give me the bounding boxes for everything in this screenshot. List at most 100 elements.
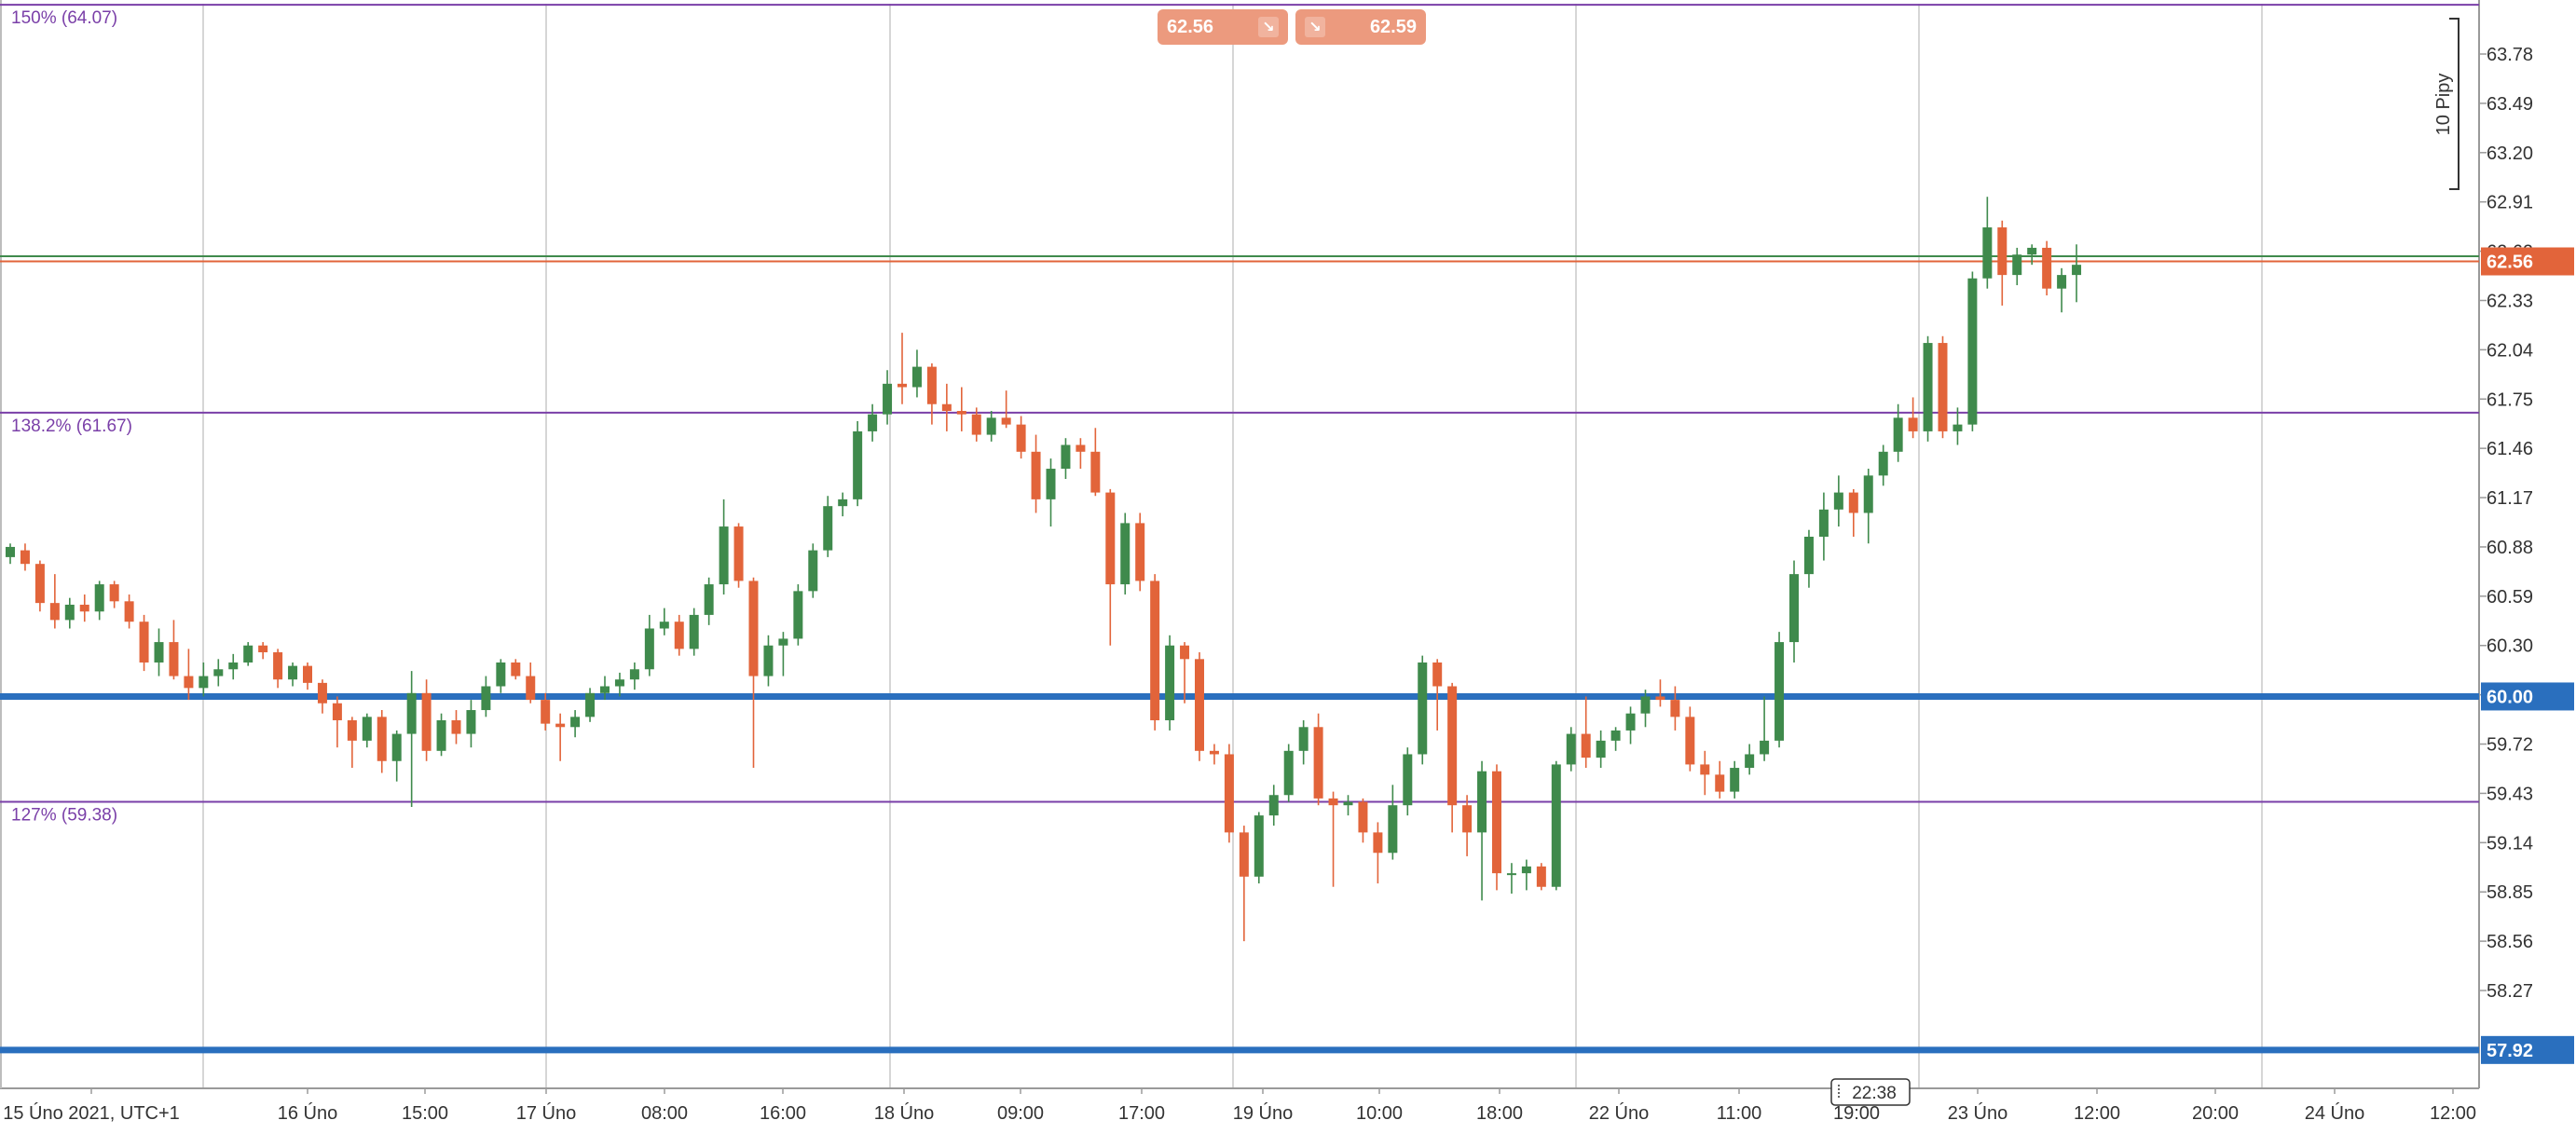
candle[interactable] [391,730,402,782]
candle[interactable] [258,642,268,660]
candle[interactable] [332,696,342,748]
candle[interactable] [1774,632,1785,748]
candle[interactable] [1388,785,1398,860]
candle[interactable] [1818,492,1829,561]
candle[interactable] [1105,488,1116,646]
candle[interactable] [20,543,30,571]
candle[interactable] [1343,795,1353,816]
candle[interactable] [793,584,803,646]
candle[interactable] [733,523,744,588]
candle[interactable] [1803,529,1814,588]
candle[interactable] [1685,706,1695,772]
candle[interactable] [154,628,164,676]
candle[interactable] [1135,512,1145,592]
bid-price-box[interactable]: 62.56 ↘ [1158,9,1288,45]
candle[interactable] [1239,826,1249,942]
candle[interactable] [1730,760,1740,799]
candle[interactable] [2042,240,2052,296]
candle[interactable] [883,370,893,425]
candle[interactable] [362,713,372,748]
candle[interactable] [1536,863,1546,891]
candle[interactable] [674,614,684,656]
candle[interactable] [1046,458,1056,527]
candle[interactable] [406,671,417,808]
candle[interactable] [1893,403,1903,462]
candle[interactable] [436,713,446,757]
candle[interactable] [1313,713,1323,806]
candle[interactable] [719,499,729,595]
candle[interactable] [2027,244,2037,266]
candle[interactable] [1418,655,1428,765]
candle[interactable] [1477,760,1487,901]
candle[interactable] [49,574,60,629]
candle[interactable] [1492,764,1501,891]
candle[interactable] [1165,635,1175,731]
candle[interactable] [1640,690,1651,728]
candle[interactable] [897,333,907,404]
candle[interactable] [1268,785,1279,827]
candle[interactable] [421,679,432,761]
candle[interactable] [614,672,624,697]
candle[interactable] [1908,397,1918,439]
candle[interactable] [228,653,239,680]
candle[interactable] [303,662,312,690]
candle[interactable] [317,679,327,714]
candle[interactable] [1195,652,1204,761]
candle[interactable] [377,710,387,773]
candle[interactable] [1967,271,1978,431]
candle[interactable] [1625,706,1636,745]
candle[interactable] [1521,859,1531,891]
candle[interactable] [659,608,669,635]
candle[interactable] [526,662,536,704]
candle[interactable] [1209,744,1219,765]
candle[interactable] [1655,679,1665,707]
candle[interactable] [1610,727,1621,751]
candle[interactable] [347,717,357,769]
candle[interactable] [1001,390,1011,429]
candle[interactable] [124,594,134,629]
candles-layer[interactable] [6,197,2082,942]
candle[interactable] [1462,795,1473,856]
candle[interactable] [1848,488,1858,538]
candle[interactable] [1447,682,1458,833]
candle[interactable] [1432,659,1443,731]
candle[interactable] [971,407,981,442]
candle[interactable] [555,713,566,761]
candle[interactable] [34,560,45,612]
candle[interactable] [2012,247,2022,286]
candle[interactable] [1670,686,1680,731]
candle[interactable] [481,676,491,717]
candle[interactable] [778,632,788,676]
candle[interactable] [629,662,639,690]
candle[interactable] [1031,434,1041,513]
candle[interactable] [213,659,224,687]
candle[interactable] [926,362,937,425]
candle[interactable] [1298,719,1309,765]
candle[interactable] [748,577,759,769]
candle[interactable] [466,700,476,748]
candle[interactable] [600,676,610,701]
candle[interactable] [2072,244,2082,303]
candle[interactable] [1789,560,1799,663]
candle[interactable] [2057,267,2067,313]
candle[interactable] [169,620,179,680]
candle[interactable] [1923,335,1933,442]
candle[interactable] [1566,727,1576,772]
candle[interactable] [1150,574,1160,731]
ask-price-box[interactable]: ↘ 62.59 [1295,9,1426,45]
candle[interactable] [1180,642,1190,704]
candle[interactable] [79,594,89,622]
candle[interactable] [1254,812,1264,884]
candle[interactable] [911,349,922,398]
candle[interactable] [511,659,521,680]
candle[interactable] [1997,220,2007,306]
candle[interactable] [763,635,774,687]
candle[interactable] [1076,438,1086,470]
candle[interactable] [64,597,75,629]
candle[interactable] [1506,863,1516,895]
candle[interactable] [1224,744,1234,843]
candle[interactable] [1953,407,1963,445]
candle[interactable] [1581,696,1591,769]
